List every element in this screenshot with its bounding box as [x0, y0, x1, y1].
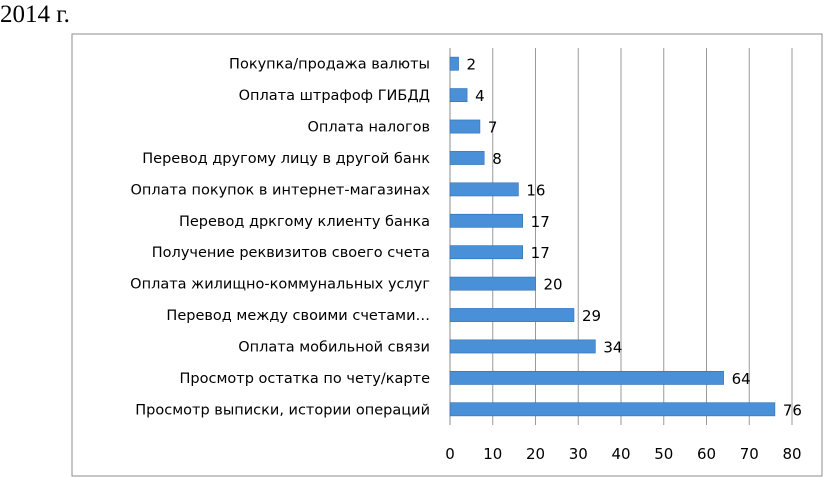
bar — [449, 151, 485, 165]
x-tick-label: 50 — [654, 445, 673, 463]
x-tick-label: 40 — [611, 445, 630, 463]
bar — [449, 308, 575, 322]
value-label: 2 — [467, 56, 477, 74]
x-tick-label: 20 — [526, 445, 545, 463]
bar — [449, 119, 481, 134]
bar — [449, 339, 596, 354]
category-label: Оплата покупок в интернет-магазинах — [130, 182, 430, 198]
category-label: Оплата налогов — [307, 120, 430, 136]
value-label: 17 — [531, 244, 550, 262]
category-labels: Покупка/продажа валюты Оплата штрафоф ГИБ… — [130, 57, 430, 419]
bar — [449, 213, 523, 228]
value-label: 16 — [526, 181, 545, 199]
x-axis-ticks: 0 10 20 30 40 50 60 70 80 — [445, 445, 801, 463]
x-tick-label: 10 — [483, 445, 502, 463]
x-tick-label: 70 — [740, 445, 759, 463]
value-label: 20 — [544, 276, 563, 294]
value-label: 34 — [603, 338, 622, 356]
bar — [449, 56, 459, 71]
x-tick-label: 60 — [697, 445, 716, 463]
x-tick-label: 30 — [569, 445, 588, 463]
category-label: Оплата штрафоф ГИБДД — [239, 88, 430, 104]
category-label: Перевод дркгому клиенту банка — [179, 214, 430, 230]
x-tick-label: 0 — [445, 445, 455, 463]
value-label: 4 — [475, 87, 485, 105]
value-label: 76 — [783, 401, 802, 419]
chart-heading: 2014 г. — [0, 1, 70, 28]
category-label: Просмотр остатка по чету/карте — [180, 371, 431, 387]
category-label: Перевод между своими счетами… — [166, 308, 430, 324]
x-tick-label: 80 — [782, 445, 801, 463]
category-label: Оплата мобильной связи — [238, 339, 430, 355]
bar — [449, 245, 523, 260]
bar — [449, 182, 519, 197]
value-label: 7 — [488, 119, 498, 137]
category-label: Получение реквизитов своего счета — [152, 245, 430, 261]
gridlines — [449, 48, 793, 425]
bar — [449, 88, 468, 103]
category-label: Просмотр выписки, истории операций — [135, 402, 430, 418]
category-label: Перевод другому лицу в другой банк — [142, 151, 430, 167]
value-label: 17 — [531, 213, 550, 231]
chart-frame — [71, 33, 823, 477]
bar — [449, 402, 776, 417]
category-label: Покупка/продажа валюты — [229, 57, 430, 73]
bar — [449, 276, 536, 291]
bar — [449, 370, 724, 385]
value-label: 29 — [582, 307, 601, 325]
value-label: 64 — [732, 370, 751, 388]
value-label: 8 — [492, 150, 502, 168]
category-label: Оплата жилищно-коммунальных услуг — [130, 277, 430, 293]
bars — [449, 56, 776, 417]
